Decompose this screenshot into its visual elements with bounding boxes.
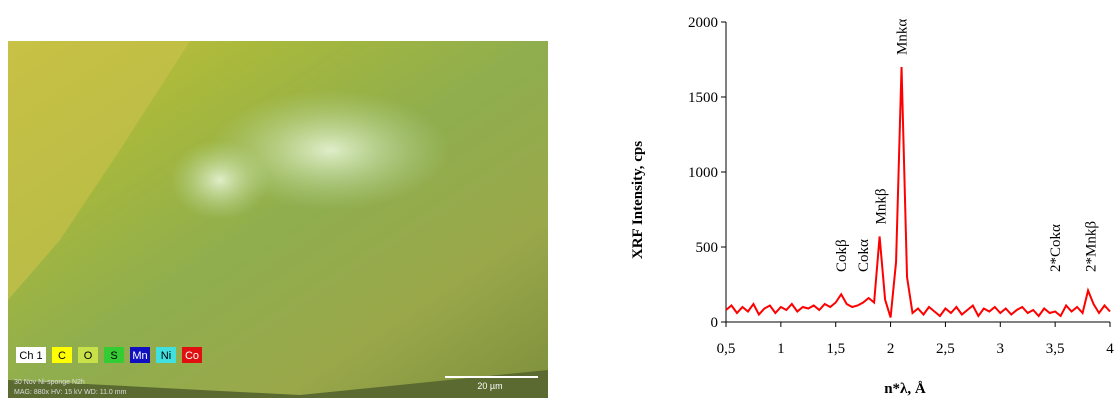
legend-swatch	[182, 347, 202, 363]
legend-label: Mn	[132, 350, 147, 362]
y-tick-label: 1000	[688, 165, 718, 181]
image-footer: 30 Nov Ni-sponge N2h	[14, 379, 85, 386]
x-tick-label: 2	[887, 341, 895, 357]
legend-label: Co	[185, 350, 199, 362]
scale-bar-label: 20 µm	[477, 381, 502, 391]
x-tick-label: 2,5	[936, 341, 955, 357]
peak-label: 2*Mnkβ	[1083, 221, 1099, 272]
image-legend: Ch 1 C O S Mn Ni Co	[16, 347, 202, 363]
legend-label: Ch 1	[19, 350, 42, 362]
peak-label: Mnkα	[895, 19, 911, 55]
y-tick-label: 2000	[688, 15, 718, 31]
x-tick-label: 1	[777, 341, 785, 357]
x-tick-label: 0,5	[717, 341, 736, 357]
legend-swatch	[130, 347, 150, 363]
legend-swatch	[78, 347, 98, 363]
legend-label: C	[58, 350, 66, 362]
y-axis-label: XRF Intensity, cps	[630, 141, 646, 259]
peak-label: Cokα	[856, 239, 872, 272]
legend-swatch	[16, 347, 46, 363]
x-tick-label: 1,5	[826, 341, 845, 357]
legend-swatch	[104, 347, 124, 363]
peak-label: Mnkβ	[874, 189, 890, 225]
image-region	[170, 140, 270, 220]
data-line	[725, 66, 1111, 318]
x-tick-label: 3,5	[1046, 341, 1065, 357]
y-tick-label: 500	[696, 240, 719, 256]
x-tick-label: 4	[1106, 341, 1114, 357]
chart: n*λ, Å XRF Intensity, cps 05001000150020…	[630, 15, 1114, 397]
image-footer: MAG: 880x HV: 15 kV WD: 11.0 mm	[14, 389, 127, 396]
legend-label: Ni	[161, 350, 171, 362]
image-region	[8, 41, 190, 300]
legend-swatch	[52, 347, 72, 363]
y-tick-label: 1500	[688, 90, 718, 106]
legend-label: O	[84, 350, 93, 362]
x-axis-label: n*λ, Å	[884, 381, 926, 397]
legend-label: S	[110, 350, 117, 362]
peak-label: Cokβ	[834, 239, 850, 272]
image-region	[8, 370, 548, 398]
y-tick-label: 0	[711, 315, 719, 331]
legend-swatch	[156, 347, 176, 363]
sem-image: Ch 1 C O S Mn Ni Co 20 µm 30 Nov Ni-sponge N2h…	[8, 41, 548, 398]
peak-label: 2*Cokα	[1048, 224, 1064, 272]
x-tick-label: 3	[997, 341, 1005, 357]
